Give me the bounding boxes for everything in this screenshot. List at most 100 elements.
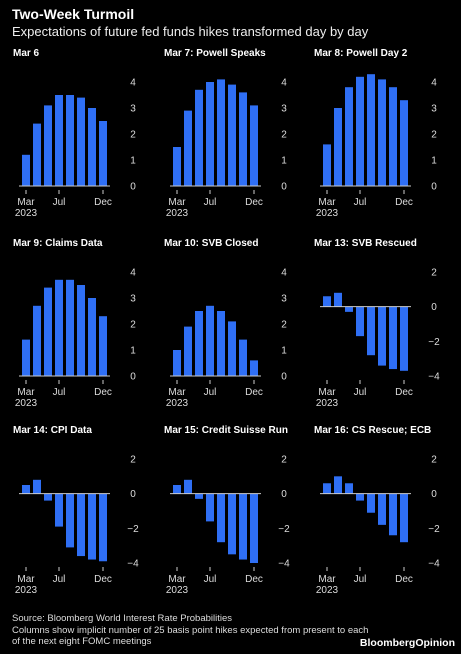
y-tick-label: 1 bbox=[281, 346, 287, 357]
y-tick-label: 2 bbox=[431, 455, 437, 466]
method-note: Columns show implicit number of 25 basis… bbox=[12, 624, 369, 648]
bar bbox=[195, 89, 203, 186]
bar bbox=[173, 147, 181, 186]
chart-panel: Mar 15: Credit Suisse Run −4 −2 0 2 Mar 2023 Ju… bbox=[163, 425, 313, 610]
x-tick-label: Mar bbox=[17, 197, 35, 208]
x-tick-label-year: 2023 bbox=[316, 585, 339, 596]
chart-title: Mar 7: Powell Speaks bbox=[164, 48, 266, 59]
bar bbox=[33, 305, 41, 376]
bar bbox=[334, 108, 342, 186]
bar bbox=[378, 493, 386, 525]
x-tick-label: Mar bbox=[318, 387, 336, 398]
bar bbox=[22, 485, 30, 494]
y-tick-label: 2 bbox=[130, 455, 136, 466]
bar bbox=[378, 79, 386, 186]
x-tick-label-year: 2023 bbox=[166, 208, 189, 219]
bar bbox=[55, 95, 63, 186]
y-tick-label: 3 bbox=[130, 294, 136, 305]
y-tick-label: −2 bbox=[428, 524, 440, 535]
bar bbox=[99, 121, 107, 186]
y-tick-label: 4 bbox=[281, 268, 287, 279]
x-tick-label: Dec bbox=[245, 387, 263, 398]
bar bbox=[66, 279, 74, 376]
bar bbox=[184, 479, 192, 494]
y-tick-label: 1 bbox=[130, 346, 136, 357]
y-tick-label: −4 bbox=[127, 559, 139, 570]
bar bbox=[400, 100, 408, 186]
bar bbox=[367, 493, 375, 513]
bar bbox=[323, 483, 331, 494]
y-tick-label: 3 bbox=[130, 104, 136, 115]
bar bbox=[217, 79, 225, 186]
bar bbox=[206, 305, 214, 376]
chart-title: Mar 16: CS Rescue; ECB bbox=[314, 425, 432, 436]
chart-panel: Mar 6 0 1 2 3 4 Mar 2023 Jul Dec bbox=[12, 48, 162, 233]
bar bbox=[400, 493, 408, 543]
bar bbox=[33, 123, 41, 186]
bar bbox=[356, 493, 364, 501]
x-tick-label-year: 2023 bbox=[15, 398, 38, 409]
brand-logo: BloombergOpinion bbox=[359, 637, 455, 649]
x-tick-label: Dec bbox=[395, 574, 413, 585]
y-tick-label: 0 bbox=[130, 372, 136, 383]
x-tick-label-year: 2023 bbox=[316, 398, 339, 409]
source-note: Source: Bloomberg World Interest Rate Pr… bbox=[12, 613, 233, 624]
y-tick-label: 1 bbox=[431, 156, 437, 167]
x-tick-label: Dec bbox=[94, 197, 112, 208]
x-tick-label: Dec bbox=[245, 197, 263, 208]
bar bbox=[228, 493, 236, 555]
bar bbox=[400, 306, 408, 371]
y-tick-label: −2 bbox=[278, 524, 290, 535]
y-tick-label: 3 bbox=[431, 104, 437, 115]
bar bbox=[217, 493, 225, 543]
bar bbox=[389, 493, 397, 536]
y-tick-label: 3 bbox=[281, 294, 287, 305]
x-tick-label: Mar bbox=[168, 387, 186, 398]
bar bbox=[173, 485, 181, 494]
x-tick-label: Mar bbox=[17, 387, 35, 398]
bar bbox=[99, 316, 107, 376]
bar bbox=[55, 493, 63, 527]
x-tick-label-year: 2023 bbox=[316, 208, 339, 219]
bar bbox=[228, 84, 236, 186]
y-tick-label: 2 bbox=[281, 130, 287, 141]
x-tick-label: Jul bbox=[53, 197, 66, 208]
x-tick-label-year: 2023 bbox=[15, 585, 38, 596]
bar bbox=[323, 144, 331, 186]
x-tick-label: Mar bbox=[17, 574, 35, 585]
y-tick-label: 0 bbox=[281, 372, 287, 383]
x-tick-label: Mar bbox=[168, 197, 186, 208]
y-tick-label: 2 bbox=[431, 130, 437, 141]
y-tick-label: 4 bbox=[281, 78, 287, 89]
bar bbox=[44, 493, 52, 501]
bar bbox=[239, 493, 247, 560]
y-tick-label: 2 bbox=[130, 130, 136, 141]
footer: Source: Bloomberg World Interest Rate Pr… bbox=[12, 613, 372, 648]
bar bbox=[99, 493, 107, 562]
x-tick-label: Jul bbox=[53, 574, 66, 585]
bar bbox=[367, 306, 375, 356]
bar bbox=[250, 360, 258, 376]
y-tick-label: 0 bbox=[281, 489, 287, 500]
bar bbox=[77, 97, 85, 186]
page-title: Two-Week Turmoil bbox=[12, 6, 135, 22]
bar bbox=[345, 87, 353, 186]
bar bbox=[334, 476, 342, 494]
bar bbox=[206, 82, 214, 186]
bar bbox=[55, 279, 63, 376]
x-tick-label-year: 2023 bbox=[15, 208, 38, 219]
x-tick-label: Dec bbox=[94, 387, 112, 398]
y-tick-label: −2 bbox=[428, 337, 440, 348]
x-tick-label-year: 2023 bbox=[166, 585, 189, 596]
bar bbox=[206, 493, 214, 522]
x-tick-label: Jul bbox=[204, 197, 217, 208]
bar bbox=[88, 493, 96, 560]
bar bbox=[195, 311, 203, 376]
bar bbox=[33, 479, 41, 494]
